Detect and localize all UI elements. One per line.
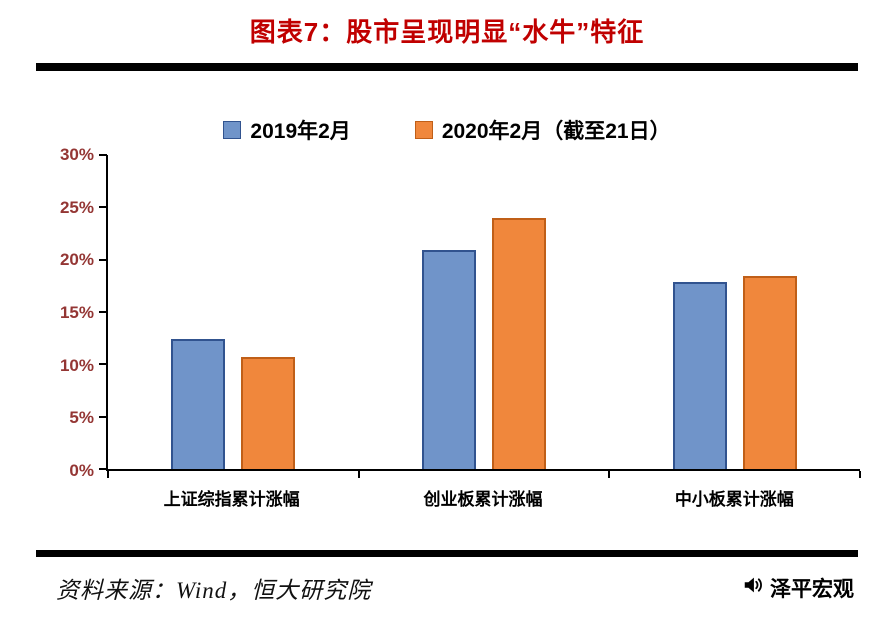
chart-title: 图表7：股市呈现明显“水牛”特征	[249, 17, 645, 47]
source-text: 资料来源：Wind，恒大研究院	[56, 578, 372, 603]
category-label: 中小板累计涨幅	[674, 490, 794, 509]
y-tick-mark	[99, 258, 107, 261]
y-axis: 0% 5% 10% 15% 20% 25% 30%	[40, 145, 106, 480]
y-tick-label: 5%	[69, 408, 94, 428]
bar-series-2	[492, 217, 546, 469]
megaphone-icon	[742, 574, 764, 602]
bar-series-1	[672, 281, 727, 469]
y-tick-label: 10%	[59, 355, 94, 375]
bar-series-2	[742, 276, 797, 469]
chart-legend: 2019年2月 2020年2月（截至21日）	[0, 115, 894, 145]
y-tick-mark	[99, 154, 107, 156]
y-tick-label: 30%	[59, 145, 94, 164]
y-tick-mark	[99, 206, 107, 209]
brand-name: 泽平宏观	[770, 578, 854, 601]
footer: 资料来源：Wind，恒大研究院 泽平宏观	[56, 571, 854, 605]
brand-logo: 泽平宏观	[742, 573, 854, 603]
legend-swatch	[223, 121, 242, 139]
x-tick-mark	[357, 471, 360, 478]
bar-group	[609, 155, 860, 469]
bar-group	[108, 155, 359, 469]
legend-item-1: 2019年2月	[223, 115, 351, 145]
legend-swatch	[414, 121, 433, 139]
bar-series-1	[422, 250, 476, 469]
bar-series-2	[241, 357, 296, 469]
y-tick-mark	[99, 415, 107, 418]
x-axis-labels: 上证综指累计涨幅 创业板累计涨幅 中小板累计涨幅	[106, 485, 860, 510]
y-tick-label: 25%	[59, 197, 94, 217]
bar-group	[359, 155, 610, 469]
plot-area	[99, 154, 861, 478]
y-tick-mark	[99, 468, 107, 470]
bar-chart: 0% 5% 10% 15% 20% 25% 30% 上证综指累计涨幅 创业板累计涨幅 中小板累计…	[40, 145, 861, 510]
category-label: 创业板累计涨幅	[423, 490, 543, 509]
x-tick-mark	[859, 471, 861, 478]
footer-divider	[36, 550, 858, 557]
x-tick-mark	[107, 471, 109, 478]
bar-series-1	[171, 339, 226, 469]
legend-item-2: 2020年2月（截至21日）	[414, 115, 671, 145]
title-divider	[36, 63, 858, 71]
y-tick-mark	[99, 311, 107, 313]
category-label: 上证综指累计涨幅	[163, 490, 300, 509]
y-tick-label: 15%	[59, 303, 94, 322]
y-tick-mark	[99, 363, 107, 366]
x-tick-mark	[608, 471, 611, 478]
y-tick-label: 0%	[69, 461, 94, 480]
legend-label: 2019年2月	[250, 120, 351, 143]
plot-wrap: 上证综指累计涨幅 创业板累计涨幅 中小板累计涨幅	[99, 154, 861, 510]
legend-label: 2020年2月（截至21日）	[441, 120, 671, 143]
y-tick-label: 20%	[59, 250, 94, 270]
